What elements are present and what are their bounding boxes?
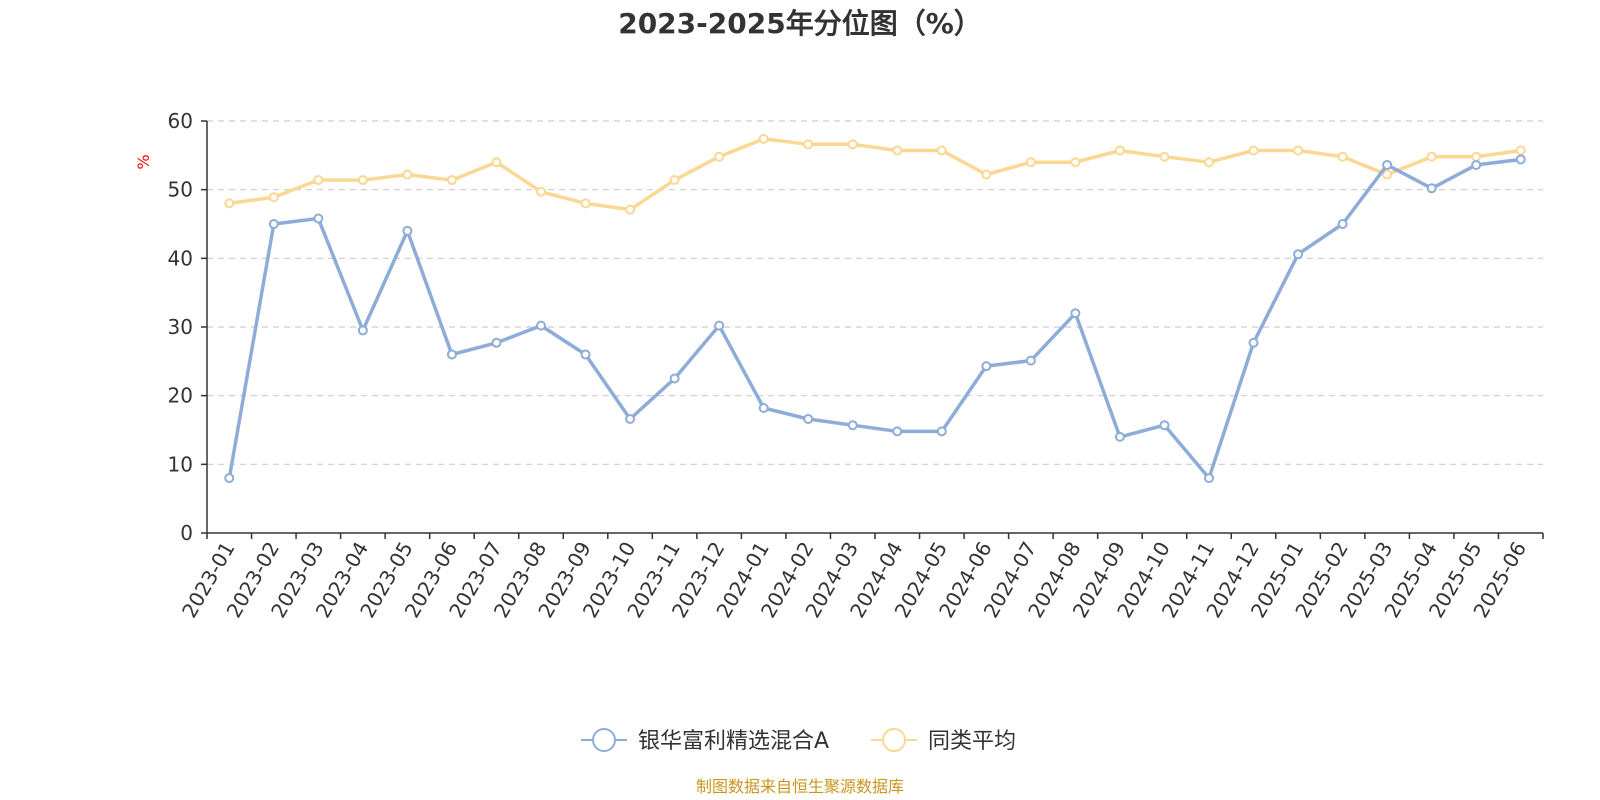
data-point xyxy=(580,198,591,209)
data-point xyxy=(313,213,324,224)
data-point xyxy=(1204,473,1214,484)
y-tick-label: 30 xyxy=(168,315,193,339)
data-source-note: 制图数据来自恒生聚源数据库 xyxy=(696,777,904,796)
data-point xyxy=(758,403,769,414)
series-2 xyxy=(224,133,1526,215)
data-point xyxy=(1471,159,1482,170)
data-point xyxy=(803,414,814,425)
data-point xyxy=(224,473,235,484)
grid-lines xyxy=(207,120,1543,465)
data-point xyxy=(1070,157,1081,168)
data-point xyxy=(402,225,413,236)
data-point xyxy=(224,198,235,209)
data-point xyxy=(981,361,992,372)
data-point xyxy=(1070,308,1081,319)
series-1 xyxy=(224,154,1526,484)
data-point xyxy=(1025,355,1036,366)
data-point xyxy=(1426,151,1437,162)
data-point xyxy=(446,349,457,360)
y-tick-label: 60 xyxy=(168,109,193,133)
data-point xyxy=(357,175,368,186)
data-point xyxy=(625,414,636,425)
y-tick-label: 10 xyxy=(168,452,193,476)
data-point xyxy=(892,426,903,437)
legend-item-1: 银华富利精选混合A xyxy=(581,728,829,754)
series-line xyxy=(229,137,1521,212)
data-point xyxy=(714,320,725,331)
data-point xyxy=(625,204,636,215)
data-point xyxy=(1337,151,1348,162)
data-point xyxy=(803,139,814,150)
data-point xyxy=(1471,151,1482,162)
data-point xyxy=(536,320,546,331)
data-point xyxy=(268,192,279,203)
data-point xyxy=(580,349,591,360)
legend-item-2: 同类平均 xyxy=(871,728,1016,754)
data-point xyxy=(313,175,324,186)
legend: 银华富利精选混合A 同类平均 xyxy=(581,728,1016,754)
data-point xyxy=(669,175,680,186)
data-point xyxy=(1382,169,1393,180)
data-point xyxy=(1337,219,1348,229)
data-point xyxy=(892,145,903,156)
data-point xyxy=(847,139,858,150)
data-point xyxy=(357,325,368,336)
data-point xyxy=(1293,145,1304,156)
data-point xyxy=(1426,183,1437,194)
y-axis-unit-label: % xyxy=(134,154,153,169)
data-point xyxy=(1114,431,1125,442)
data-point xyxy=(936,145,947,156)
data-point xyxy=(536,186,546,197)
legend-marker xyxy=(882,728,906,752)
y-tick-label: 0 xyxy=(180,521,193,545)
data-point xyxy=(936,426,947,437)
legend-marker xyxy=(592,728,616,752)
axes: 01020304050602023-012023-022023-032023-0… xyxy=(168,109,1544,622)
data-point xyxy=(1114,145,1125,156)
data-point xyxy=(1159,420,1170,431)
data-point xyxy=(1025,157,1036,168)
data-point xyxy=(847,420,858,431)
data-point xyxy=(1159,151,1170,162)
data-point xyxy=(758,133,769,144)
data-point xyxy=(1248,337,1259,348)
y-tick-label: 20 xyxy=(168,384,193,408)
data-point xyxy=(1204,157,1214,168)
data-point xyxy=(714,151,725,162)
data-point xyxy=(446,175,457,186)
legend-label: 同类平均 xyxy=(928,729,1016,754)
chart-title: 2023-2025年分位图（%） xyxy=(618,7,982,40)
y-tick-label: 50 xyxy=(168,178,193,202)
data-point xyxy=(491,157,502,168)
legend-label: 银华富利精选混合A xyxy=(638,729,829,754)
series-lines xyxy=(224,133,1526,484)
data-point xyxy=(669,373,680,384)
data-point xyxy=(402,169,413,180)
y-tick-label: 40 xyxy=(168,246,193,270)
data-point xyxy=(1515,154,1526,165)
data-point xyxy=(981,169,992,180)
data-point xyxy=(1248,145,1259,156)
data-point xyxy=(1293,249,1304,260)
data-point xyxy=(491,337,502,348)
data-point xyxy=(1515,145,1526,156)
data-point xyxy=(268,219,279,229)
series-line xyxy=(227,157,1521,480)
data-point xyxy=(1382,159,1393,170)
